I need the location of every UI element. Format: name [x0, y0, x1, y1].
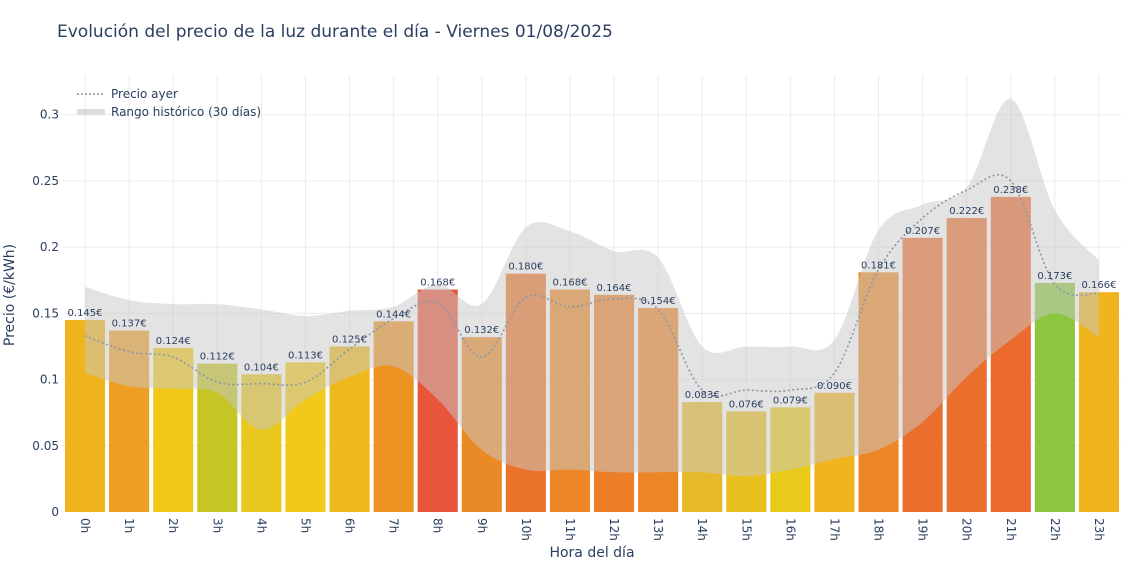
bar-22h: [1034, 282, 1075, 512]
y-tick-label: 0.3: [40, 108, 59, 122]
bar-value-label: 0.076€: [729, 399, 764, 410]
bar-value-label: 0.113€: [288, 350, 323, 361]
y-tick-label: 0.2: [40, 240, 59, 254]
bar-value-label: 0.104€: [244, 362, 279, 373]
x-tick-label: 14h: [695, 518, 709, 541]
y-tick-label: 0.15: [32, 306, 59, 320]
bar-value-label: 0.132€: [464, 325, 499, 336]
x-tick-label: 5h: [298, 518, 312, 533]
bar-value-label: 0.164€: [597, 283, 632, 294]
y-tick-label: 0: [51, 505, 59, 519]
legend-item-range: Rango histórico (30 días): [111, 105, 261, 119]
bar-value-label: 0.125€: [332, 334, 367, 345]
legend: Precio ayer Rango histórico (30 días): [77, 87, 261, 119]
bar-value-label: 0.173€: [1037, 271, 1072, 282]
y-tick-label: 0.1: [40, 373, 59, 387]
bar-value-label: 0.166€: [1081, 280, 1116, 291]
y-axis-ticks: 0 0.05 0.1 0.15 0.2 0.25 0.3: [32, 108, 59, 519]
bar-value-label: 0.181€: [861, 260, 896, 271]
bar-value-label: 0.083€: [685, 390, 720, 401]
bar-value-label: 0.090€: [817, 381, 852, 392]
x-tick-label: 10h: [519, 518, 533, 541]
x-tick-label: 17h: [827, 518, 841, 541]
y-tick-label: 0.25: [32, 174, 59, 188]
x-tick-label: 22h: [1048, 518, 1062, 541]
x-tick-label: 2h: [166, 518, 180, 533]
x-tick-label: 7h: [387, 518, 401, 533]
x-tick-label: 18h: [872, 518, 886, 541]
x-tick-label: 4h: [254, 518, 268, 533]
bar-value-label: 0.154€: [641, 296, 676, 307]
x-tick-label: 13h: [651, 518, 665, 541]
bar-value-label: 0.144€: [376, 309, 411, 320]
chart-title: Evolución del precio de la luz durante e…: [57, 22, 613, 42]
x-tick-label: 8h: [431, 518, 445, 533]
x-axis-ticks: 0h 1h 2h 3h 4h 5h 6h 7h 8h 9h 10h 11h 12h 13h 14h 15h 16…: [78, 518, 1106, 541]
x-tick-label: 3h: [210, 518, 224, 533]
yesterday-price-line: [84, 174, 1100, 397]
bar-value-label: 0.207€: [905, 226, 940, 237]
x-tick-label: 20h: [960, 518, 974, 541]
x-tick-label: 9h: [475, 518, 489, 533]
bar-value-label: 0.222€: [949, 206, 984, 217]
x-tick-label: 11h: [563, 518, 577, 541]
bar-value-label: 0.168€: [420, 278, 455, 289]
x-tick-label: 15h: [739, 518, 753, 541]
x-tick-label: 23h: [1092, 518, 1106, 541]
x-axis-title: Hora del día: [549, 545, 634, 561]
y-tick-label: 0.05: [32, 439, 59, 453]
yesterday-price-path: [84, 174, 1100, 397]
x-tick-label: 16h: [783, 518, 797, 541]
x-tick-label: 12h: [607, 518, 621, 541]
bar-value-label: 0.238€: [993, 185, 1028, 196]
historical-range-band: [85, 98, 1099, 477]
historical-range-area: [85, 98, 1099, 477]
bar-value-labels: 0.145€ 0.137€ 0.124€ 0.112€ 0.104€ 0.113€ 0.12…: [68, 185, 1117, 411]
bar-value-label: 0.145€: [68, 308, 103, 319]
x-tick-label: 21h: [1004, 518, 1018, 541]
x-tick-label: 19h: [916, 518, 930, 541]
bar-value-label: 0.124€: [156, 336, 191, 347]
bar-value-label: 0.168€: [552, 278, 587, 289]
x-tick-label: 6h: [343, 518, 357, 533]
bar-value-label: 0.137€: [112, 319, 147, 330]
x-tick-label: 1h: [122, 518, 136, 533]
bar-value-label: 0.112€: [200, 352, 235, 363]
y-axis-title: Precio (€/kWh): [2, 244, 18, 346]
legend-item-yesterday: Precio ayer: [111, 87, 178, 101]
x-tick-label: 0h: [78, 518, 92, 533]
bar-value-label: 0.180€: [508, 262, 543, 273]
bar-value-label: 0.079€: [773, 395, 808, 406]
